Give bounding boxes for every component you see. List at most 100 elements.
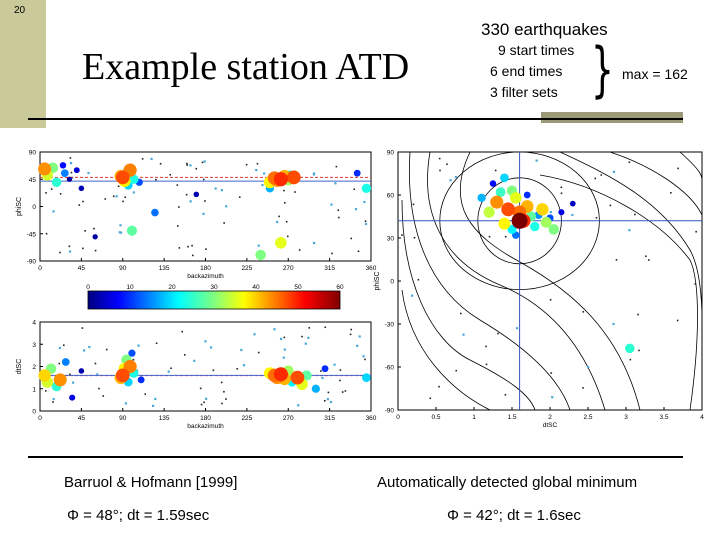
- background-dot: [203, 401, 205, 404]
- background-dot: [82, 247, 84, 250]
- background-dot: [308, 327, 311, 329]
- right-caption: Automatically detected global minimum: [377, 474, 638, 491]
- background-dot: [70, 171, 73, 174]
- data-point: [569, 200, 576, 207]
- background-dot: [327, 391, 330, 394]
- background-dot: [676, 319, 679, 322]
- data-point: [483, 206, 495, 218]
- background-dot: [200, 403, 203, 406]
- background-dot: [411, 294, 414, 297]
- background-dot: [335, 165, 338, 168]
- grouping-brace-icon: }: [591, 35, 614, 105]
- slide-number: 20: [14, 5, 26, 16]
- background-dot: [186, 164, 188, 166]
- background-dot: [50, 188, 53, 190]
- background-dot: [549, 298, 552, 301]
- background-dot: [191, 254, 194, 257]
- background-dot: [203, 160, 206, 163]
- background-dot: [122, 200, 124, 203]
- background-dot: [283, 189, 285, 192]
- background-dot: [284, 201, 286, 204]
- background-dot: [560, 192, 563, 195]
- background-dot: [202, 178, 205, 181]
- data-point: [115, 170, 130, 185]
- start-times-count: 9 start times: [498, 42, 575, 58]
- data-point: [126, 225, 138, 236]
- data-point: [73, 167, 80, 174]
- y-tick-label: 0: [390, 279, 394, 286]
- background-dot: [504, 393, 507, 396]
- x-tick-label: 225: [241, 415, 252, 422]
- background-dot: [52, 401, 54, 403]
- background-dot: [159, 162, 162, 165]
- background-dot: [326, 398, 329, 401]
- background-dot: [494, 169, 497, 172]
- data-point: [530, 221, 540, 232]
- background-dot: [154, 397, 157, 401]
- background-dot: [117, 185, 120, 188]
- background-dot: [186, 162, 188, 165]
- data-point: [501, 202, 516, 217]
- data-point: [51, 177, 62, 188]
- data-point: [66, 176, 73, 182]
- background-dot: [455, 369, 458, 372]
- data-point: [273, 367, 288, 382]
- x-tick-label: 90: [119, 415, 127, 422]
- background-dot: [199, 387, 202, 390]
- data-point: [38, 162, 52, 176]
- x-tick-label: 270: [283, 415, 294, 422]
- misfit-contour: [408, 151, 571, 411]
- background-dot: [118, 231, 121, 234]
- background-dot: [119, 231, 123, 234]
- background-dot: [333, 363, 336, 366]
- data-point: [625, 343, 635, 354]
- background-dot: [634, 213, 636, 216]
- colorbar-tick-label: 30: [210, 284, 218, 291]
- background-dot: [294, 191, 296, 193]
- background-dot: [68, 245, 71, 248]
- background-dot: [357, 250, 360, 253]
- background-dot: [204, 340, 207, 343]
- background-dot: [71, 381, 75, 384]
- background-dot: [124, 196, 127, 199]
- background-dot: [93, 227, 95, 230]
- data-point: [489, 180, 497, 187]
- x-tick-label: 180: [200, 415, 211, 422]
- data-point: [495, 187, 506, 198]
- background-dot: [438, 385, 440, 388]
- background-dot: [52, 397, 55, 401]
- x-tick-label: 45: [78, 265, 86, 272]
- y-axis-label: phiSC: [374, 271, 381, 290]
- background-dot: [176, 225, 179, 227]
- y-tick-label: 45: [29, 177, 37, 184]
- background-dot: [94, 249, 97, 252]
- background-dot: [155, 342, 158, 345]
- background-dot: [152, 404, 155, 408]
- background-dot: [285, 220, 288, 223]
- background-dot: [96, 373, 99, 376]
- x-tick-label: 315: [324, 265, 335, 272]
- data-point: [536, 203, 549, 216]
- background-dot: [439, 169, 441, 172]
- x-tick-label: 2.5: [583, 414, 592, 421]
- left-caption: Barruol & Hofmann [1999]: [64, 474, 238, 491]
- data-point: [290, 370, 305, 385]
- x-axis-label: backazimuth: [187, 423, 224, 430]
- background-dot: [283, 348, 286, 351]
- background-dot: [488, 235, 491, 238]
- background-dot: [220, 381, 223, 384]
- background-dot: [438, 157, 441, 160]
- background-dot: [497, 332, 499, 335]
- background-dot: [323, 399, 326, 402]
- background-dot: [637, 313, 639, 316]
- x-tick-label: 1.5: [507, 414, 516, 421]
- data-point: [69, 394, 76, 401]
- colorbar-tick-label: 60: [336, 284, 344, 291]
- x-tick-label: 0.5: [431, 414, 440, 421]
- background-dot: [449, 179, 452, 182]
- background-dot: [88, 345, 91, 349]
- background-dot: [223, 390, 225, 393]
- data-point: [321, 365, 329, 373]
- title-accent-bar: [541, 112, 683, 123]
- background-dot: [401, 234, 403, 236]
